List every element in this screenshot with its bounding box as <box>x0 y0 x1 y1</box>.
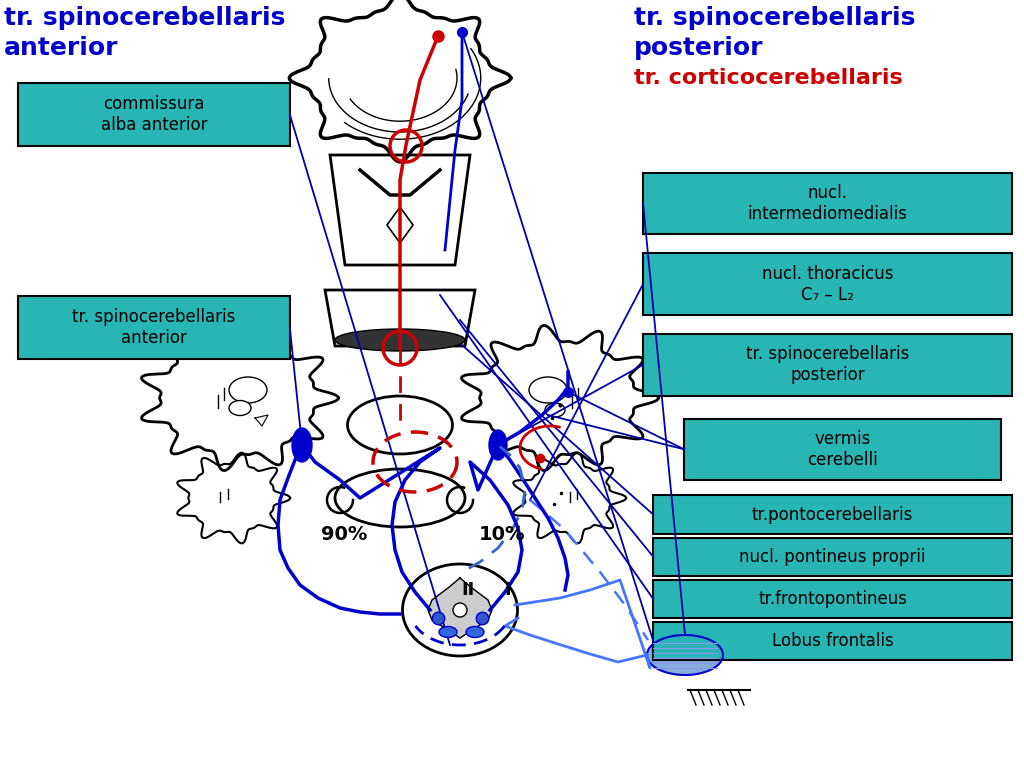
Text: tr.frontopontineus: tr.frontopontineus <box>758 590 907 608</box>
Text: posterior: posterior <box>634 36 764 60</box>
Ellipse shape <box>292 428 312 462</box>
FancyBboxPatch shape <box>653 580 1012 618</box>
Text: vermis
cerebelli: vermis cerebelli <box>807 430 879 468</box>
Polygon shape <box>177 452 290 543</box>
Text: 90%: 90% <box>321 525 368 544</box>
Polygon shape <box>647 635 723 675</box>
FancyBboxPatch shape <box>643 253 1012 315</box>
Polygon shape <box>290 0 511 162</box>
Ellipse shape <box>402 564 517 656</box>
Text: tr.pontocerebellaris: tr.pontocerebellaris <box>752 505 913 524</box>
Polygon shape <box>141 326 339 471</box>
FancyBboxPatch shape <box>653 538 1012 576</box>
Circle shape <box>453 603 467 617</box>
Ellipse shape <box>529 377 567 403</box>
FancyBboxPatch shape <box>18 296 290 359</box>
Ellipse shape <box>229 400 251 415</box>
Text: tr. spinocerebellaris: tr. spinocerebellaris <box>634 6 915 30</box>
FancyBboxPatch shape <box>643 334 1012 396</box>
Ellipse shape <box>466 627 484 637</box>
Text: nucl.
intermediomedialis: nucl. intermediomedialis <box>748 184 907 223</box>
Text: tr. spinocerebellaris
posterior: tr. spinocerebellaris posterior <box>745 346 909 384</box>
Polygon shape <box>325 290 475 346</box>
Polygon shape <box>428 578 492 638</box>
FancyBboxPatch shape <box>18 83 290 146</box>
Ellipse shape <box>335 469 465 527</box>
Text: anterior: anterior <box>4 36 119 60</box>
Ellipse shape <box>335 329 465 351</box>
FancyBboxPatch shape <box>653 495 1012 534</box>
FancyBboxPatch shape <box>643 173 1012 234</box>
Polygon shape <box>462 326 658 471</box>
Text: nucl. thoracicus
C₇ – L₂: nucl. thoracicus C₇ – L₂ <box>762 265 893 303</box>
Ellipse shape <box>229 377 267 403</box>
Ellipse shape <box>439 627 457 637</box>
Polygon shape <box>330 155 470 265</box>
Ellipse shape <box>489 430 507 460</box>
Text: 10%: 10% <box>479 525 525 544</box>
Text: II: II <box>462 581 475 599</box>
Text: I: I <box>505 581 511 599</box>
Polygon shape <box>513 452 626 543</box>
Text: tr. corticocerebellaris: tr. corticocerebellaris <box>634 68 903 88</box>
Text: Lobus frontalis: Lobus frontalis <box>772 632 893 650</box>
FancyBboxPatch shape <box>653 622 1012 660</box>
Text: nucl. pontineus proprii: nucl. pontineus proprii <box>739 548 926 566</box>
Ellipse shape <box>545 403 565 417</box>
Text: tr. spinocerebellaris
anterior: tr. spinocerebellaris anterior <box>73 308 236 346</box>
Text: commissura
alba anterior: commissura alba anterior <box>100 95 208 134</box>
Text: tr. spinocerebellaris: tr. spinocerebellaris <box>4 6 286 30</box>
FancyBboxPatch shape <box>684 419 1001 480</box>
Ellipse shape <box>347 396 453 454</box>
